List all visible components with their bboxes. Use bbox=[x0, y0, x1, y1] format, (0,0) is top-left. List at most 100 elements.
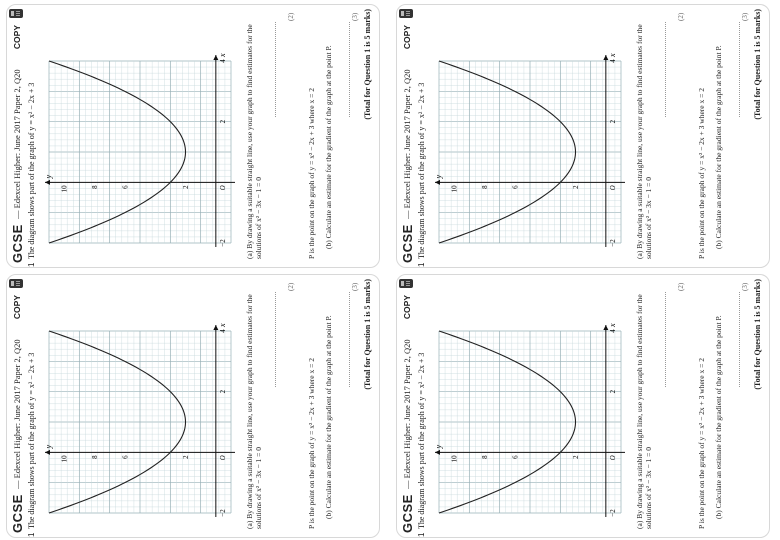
y-tick-label: 10 bbox=[61, 185, 69, 193]
x-axis-arrow bbox=[213, 325, 219, 330]
x-axis-label: x bbox=[218, 53, 227, 58]
x-tick-label: −2 bbox=[609, 509, 617, 517]
paper-title: — Edexcel Higher: June 2017 Paper 2, Q20 bbox=[12, 69, 22, 219]
gcse-logo: GCSE bbox=[10, 224, 25, 263]
y-axis-arrow bbox=[45, 449, 50, 455]
gcse-logo: GCSE bbox=[10, 494, 25, 533]
y-tick-label: 2 bbox=[182, 185, 190, 189]
x-tick-label: 4 bbox=[219, 329, 227, 333]
worksheet-panel: GCSE — Edexcel Higher: June 2017 Paper 2… bbox=[6, 274, 380, 538]
panel-content: GCSE — Edexcel Higher: June 2017 Paper 2… bbox=[7, 275, 379, 537]
question-part-a: (a) By drawing a suitable straight line,… bbox=[245, 24, 263, 259]
parabola-curve bbox=[48, 60, 187, 244]
question-part-b-stem: P is the point on the graph of y = x² − … bbox=[697, 88, 706, 259]
gcse-logo: GCSE bbox=[400, 224, 415, 263]
question-part-b: (b) Calculate an estimate for the gradie… bbox=[714, 315, 723, 519]
calculator-icon bbox=[399, 9, 413, 18]
question-part-b-stem: P is the point on the graph of y = x² − … bbox=[697, 358, 706, 529]
x-axis-label: x bbox=[608, 323, 617, 328]
x-tick-label: 4 bbox=[219, 59, 227, 63]
question-intro: The diagram shows part of the graph of y… bbox=[27, 352, 36, 529]
question-part-b: (b) Calculate an estimate for the gradie… bbox=[714, 45, 723, 249]
y-tick-label: 6 bbox=[511, 185, 519, 189]
answer-line-a bbox=[665, 292, 666, 387]
x-tick-label: −2 bbox=[219, 509, 227, 517]
question-part-b-stem: P is the point on the graph of y = x² − … bbox=[307, 88, 316, 259]
question-number: 1 bbox=[417, 262, 426, 267]
page-header: GCSE — Edexcel Higher: June 2017 Paper 2… bbox=[9, 9, 25, 263]
x-axis-label: x bbox=[218, 323, 227, 328]
y-tick-label: 10 bbox=[451, 455, 459, 463]
question-intro: The diagram shows part of the graph of y… bbox=[27, 82, 36, 259]
answer-line-b bbox=[349, 22, 350, 117]
question-number: 1 bbox=[417, 532, 426, 537]
worksheet-panel: GCSE — Edexcel Higher: June 2017 Paper 2… bbox=[6, 4, 380, 268]
question-part-a: (a) By drawing a suitable straight line,… bbox=[635, 24, 653, 259]
marks-part-b: (3) bbox=[741, 282, 749, 291]
copy-label: COPY bbox=[402, 25, 412, 50]
y-axis-label: y bbox=[434, 444, 443, 449]
marks-part-a: (2) bbox=[677, 282, 685, 291]
parabola-graph: x y O −2 2 4 2 6 8 10 bbox=[434, 323, 625, 517]
question-part-b: (b) Calculate an estimate for the gradie… bbox=[324, 45, 333, 249]
answer-line-a bbox=[275, 22, 276, 117]
paper-title: — Edexcel Higher: June 2017 Paper 2, Q20 bbox=[402, 69, 412, 219]
marks-part-b: (3) bbox=[351, 12, 359, 21]
y-tick-label: 8 bbox=[91, 185, 99, 189]
y-tick-label: 8 bbox=[481, 455, 489, 459]
y-axis-arrow bbox=[45, 179, 50, 185]
parabola-graph: x y O −2 2 4 2 6 8 10 bbox=[44, 323, 235, 517]
y-tick-label: 2 bbox=[572, 185, 580, 189]
page-header: GCSE — Edexcel Higher: June 2017 Paper 2… bbox=[9, 279, 25, 533]
y-tick-label: 10 bbox=[451, 185, 459, 193]
question-part-b-stem: P is the point on the graph of y = x² − … bbox=[307, 358, 316, 529]
marks-part-b: (3) bbox=[351, 282, 359, 291]
x-tick-label: 2 bbox=[609, 389, 617, 393]
x-tick-label: 2 bbox=[219, 389, 227, 393]
parabola-graph: x y O −2 2 4 2 6 8 10 bbox=[44, 53, 235, 247]
y-tick-label: 10 bbox=[61, 455, 69, 463]
y-axis-label: y bbox=[44, 174, 53, 179]
question-intro: The diagram shows part of the graph of y… bbox=[417, 82, 426, 259]
worksheet-panel: GCSE — Edexcel Higher: June 2017 Paper 2… bbox=[396, 4, 770, 268]
question-total: (Total for Question 1 is 5 marks) bbox=[753, 9, 762, 120]
y-tick-label: 2 bbox=[182, 455, 190, 459]
answer-line-b bbox=[739, 292, 740, 387]
calculator-icon bbox=[9, 279, 23, 288]
answer-line-a bbox=[665, 22, 666, 117]
question-part-a: (a) By drawing a suitable straight line,… bbox=[245, 294, 263, 529]
paper-title: — Edexcel Higher: June 2017 Paper 2, Q20 bbox=[12, 339, 22, 489]
origin-label: O bbox=[219, 455, 227, 460]
marks-part-a: (2) bbox=[287, 12, 295, 21]
panel-content: GCSE — Edexcel Higher: June 2017 Paper 2… bbox=[7, 5, 379, 267]
x-axis-arrow bbox=[603, 55, 609, 60]
copy-label: COPY bbox=[12, 295, 22, 320]
marks-part-a: (2) bbox=[677, 12, 685, 21]
question-number: 1 bbox=[27, 532, 36, 537]
x-tick-label: 4 bbox=[609, 59, 617, 63]
y-axis-label: y bbox=[44, 444, 53, 449]
answer-line-a bbox=[275, 292, 276, 387]
panel-content: GCSE — Edexcel Higher: June 2017 Paper 2… bbox=[397, 5, 769, 267]
y-tick-label: 6 bbox=[121, 455, 129, 459]
x-tick-label: 2 bbox=[609, 119, 617, 123]
page-header: GCSE — Edexcel Higher: June 2017 Paper 2… bbox=[399, 9, 415, 263]
origin-label: O bbox=[219, 185, 227, 190]
parabola-curve bbox=[438, 330, 577, 514]
x-tick-label: −2 bbox=[219, 239, 227, 247]
y-tick-label: 6 bbox=[121, 185, 129, 189]
y-tick-label: 8 bbox=[91, 455, 99, 459]
question-total: (Total for Question 1 is 5 marks) bbox=[753, 279, 762, 390]
copy-label: COPY bbox=[402, 295, 412, 320]
y-tick-label: 6 bbox=[511, 455, 519, 459]
parabola-curve bbox=[48, 330, 187, 514]
x-tick-label: 2 bbox=[219, 119, 227, 123]
x-tick-label: 4 bbox=[609, 329, 617, 333]
question-total: (Total for Question 1 is 5 marks) bbox=[363, 9, 372, 120]
parabola-graph: x y O −2 2 4 2 6 8 10 bbox=[434, 53, 625, 247]
origin-label: O bbox=[609, 455, 617, 460]
x-tick-label: −2 bbox=[609, 239, 617, 247]
paper-title: — Edexcel Higher: June 2017 Paper 2, Q20 bbox=[402, 339, 412, 489]
y-axis-arrow bbox=[435, 449, 440, 455]
